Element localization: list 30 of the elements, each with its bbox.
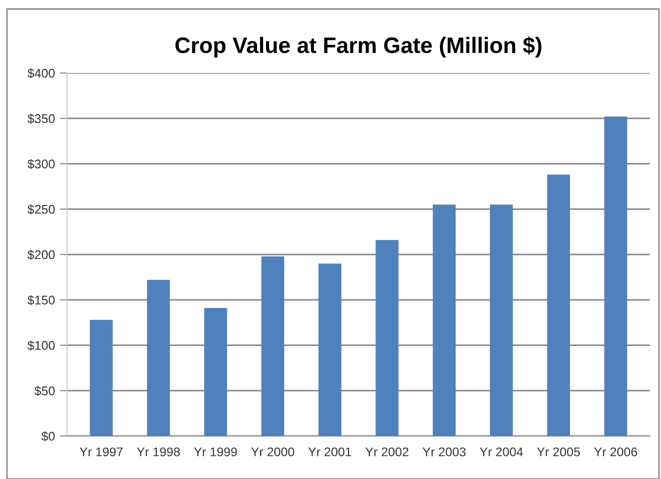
bar [604, 116, 628, 436]
x-tick-label: Yr 1998 [136, 447, 180, 456]
bar [90, 320, 113, 436]
x-tick-label: Yr 2006 [594, 447, 638, 456]
x-tick-label: Yr 2000 [251, 447, 294, 456]
bar [318, 264, 342, 436]
bar [147, 280, 170, 436]
x-tick-label: Yr 2002 [365, 447, 408, 456]
bar [204, 308, 228, 436]
x-tick-label: Yr 2004 [480, 447, 523, 456]
x-tick-label: Yr 1997 [80, 447, 123, 456]
y-tick-label: $250 [28, 204, 55, 215]
x-tick-label: Yr 1999 [194, 447, 237, 456]
bar [432, 204, 456, 436]
bar [376, 240, 399, 436]
y-tick-label: $400 [28, 68, 55, 78]
y-tick-label: $150 [28, 295, 55, 306]
y-tick-label: $300 [28, 159, 55, 170]
bar [261, 256, 284, 436]
y-tick-label: $50 [34, 386, 55, 396]
x-tick-label: Yr 2003 [422, 447, 466, 456]
y-tick-label: $0 [41, 431, 55, 442]
x-tick-label: Yr 2001 [308, 447, 352, 456]
y-tick-label: $350 [28, 114, 55, 124]
x-tick-label: Yr 2005 [536, 447, 580, 456]
bar [547, 174, 570, 436]
y-tick-label: $100 [28, 340, 55, 351]
chart-title: Crop Value at Farm Gate (Million $) [175, 36, 542, 58]
y-tick-label: $200 [28, 250, 55, 260]
bar [490, 204, 513, 436]
